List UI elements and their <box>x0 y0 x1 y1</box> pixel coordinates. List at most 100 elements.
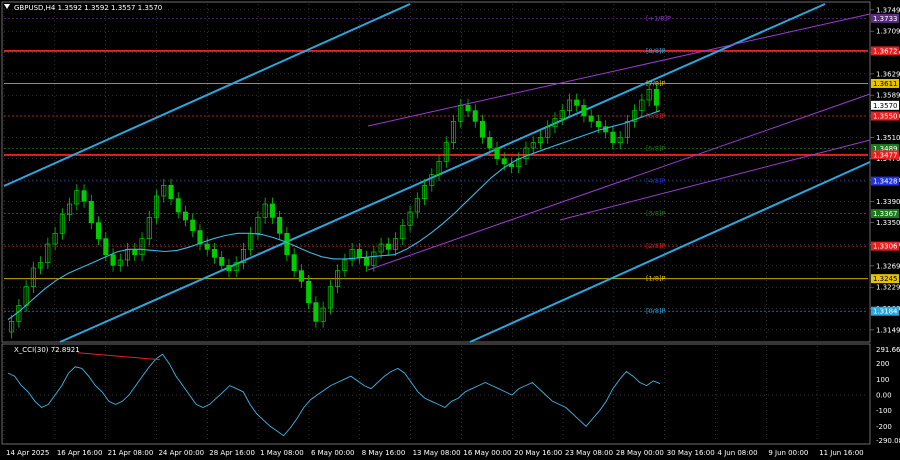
time-tick-label: 28 May 00:00 <box>616 449 664 457</box>
candle-body <box>59 214 65 234</box>
level-price-box <box>871 111 899 121</box>
candle-body <box>414 198 420 213</box>
cci-title: X_CCI(30) 72.8921 <box>14 346 80 354</box>
candle-body <box>436 160 442 176</box>
murrey-label: [6/8]P <box>646 112 666 120</box>
candle-body <box>255 216 261 234</box>
candle-body <box>146 216 152 240</box>
trend-channel-line <box>469 161 871 343</box>
price-tick-label: 1.3589 <box>876 92 900 100</box>
time-tick-label: 23 May 08:00 <box>565 449 613 457</box>
level-price-box <box>871 306 899 316</box>
candles <box>9 82 659 339</box>
candle-body <box>378 243 384 253</box>
candle-body <box>479 120 486 138</box>
cci-tick-label: -200 <box>876 423 892 431</box>
level-price-label: 1.3611 <box>873 80 898 88</box>
time-axis: 14 Apr 2025 16 Apr 16:00 21 Apr 08:00 24 Ap… <box>6 449 864 457</box>
price-pane-frame <box>1 1 871 343</box>
candle-body <box>530 142 536 149</box>
murrey-label: [4/8]P <box>646 177 666 185</box>
candle-body <box>52 232 58 245</box>
candle-body <box>574 99 580 106</box>
level-price-label: 1.3550 <box>873 113 898 121</box>
candle-body <box>624 120 630 138</box>
candle-body <box>9 320 15 333</box>
level-price-label: 1.3489 <box>873 145 898 153</box>
level-price-box <box>871 241 899 251</box>
murrey-label: [1/8]P <box>646 275 666 283</box>
candle-body <box>219 256 225 266</box>
candle-body <box>240 248 246 264</box>
time-tick-label: 4 Jun 08:00 <box>718 449 758 457</box>
level-price-box <box>871 100 899 110</box>
candle-body <box>407 211 413 226</box>
grid <box>3 4 868 442</box>
candle-body <box>110 254 116 266</box>
murrey-label: [2/8]P <box>646 242 666 250</box>
time-tick-label: 16 Apr 16:00 <box>57 449 103 457</box>
cci-indicator: 291.6616 200 100 0.00 -100 -200 -290.0858 <box>4 346 900 445</box>
candle-body <box>313 302 319 322</box>
level-price-label: 1.3367 <box>873 210 898 218</box>
trend-channel-line <box>59 3 826 343</box>
candle-body <box>291 254 297 272</box>
chart-menu-icon[interactable] <box>4 4 10 9</box>
level-price-label: 1.3733 <box>873 15 898 23</box>
candle-body <box>523 147 529 160</box>
candle-body <box>103 238 109 256</box>
candle-body <box>393 238 399 250</box>
price-tick-label: 1.3269 <box>876 262 900 270</box>
level-price-label: 1.3672 <box>873 47 898 55</box>
moving-average <box>7 110 661 321</box>
candle-body <box>617 136 623 144</box>
level-price-label: 1.3184 <box>873 308 898 316</box>
candle-body <box>226 264 232 272</box>
price-tick-label: 1.3390 <box>876 198 900 206</box>
candle-body <box>269 203 275 218</box>
candle-body <box>139 238 145 256</box>
candle-body <box>306 280 312 304</box>
time-tick-label: 16 May 00:00 <box>463 449 511 457</box>
candle-body <box>233 262 239 272</box>
trend-channel-line <box>3 3 411 187</box>
candle-body <box>153 195 160 218</box>
level-price-box <box>871 144 899 154</box>
candle-body <box>342 259 348 272</box>
time-tick-label: 28 Apr 16:00 <box>209 449 255 457</box>
candle-body <box>653 88 659 106</box>
regression-channel-line <box>559 139 871 221</box>
candle-body <box>262 203 268 218</box>
level-price-box <box>871 150 899 160</box>
candle-body <box>364 256 370 266</box>
candle-body <box>132 248 138 256</box>
candle-body <box>385 243 391 250</box>
candle-body <box>74 190 80 205</box>
channels <box>3 3 871 343</box>
candle-body <box>508 163 515 168</box>
time-tick-label: 24 Apr 00:00 <box>158 449 204 457</box>
level-price-label: 1.3477 <box>873 151 898 159</box>
murrey-label: [5/8]P <box>646 145 666 153</box>
time-tick-label: 30 May 16:00 <box>667 449 715 457</box>
murrey-label: [3/8]P <box>646 210 666 218</box>
candle-body <box>545 126 551 138</box>
cci-tick-label: 0.00 <box>876 392 892 400</box>
candle-body <box>30 267 36 288</box>
candle-body <box>327 286 333 309</box>
level-price-label: 1.3306 <box>873 243 898 251</box>
candle-body <box>552 118 558 128</box>
regression-channel-line <box>367 93 871 271</box>
price-tick-label: 1.3749 <box>876 6 900 14</box>
candle-body <box>204 243 210 250</box>
candle-body <box>284 232 290 256</box>
time-tick-label: 20 May 16:00 <box>514 449 562 457</box>
level-price-box <box>871 176 899 186</box>
cci-pane-frame <box>1 343 871 445</box>
price-tick-label: 1.3350 <box>876 219 900 227</box>
candle-body <box>400 224 406 240</box>
moving-average-line <box>7 110 661 321</box>
candle-body <box>610 131 616 144</box>
candle-body <box>197 230 203 245</box>
